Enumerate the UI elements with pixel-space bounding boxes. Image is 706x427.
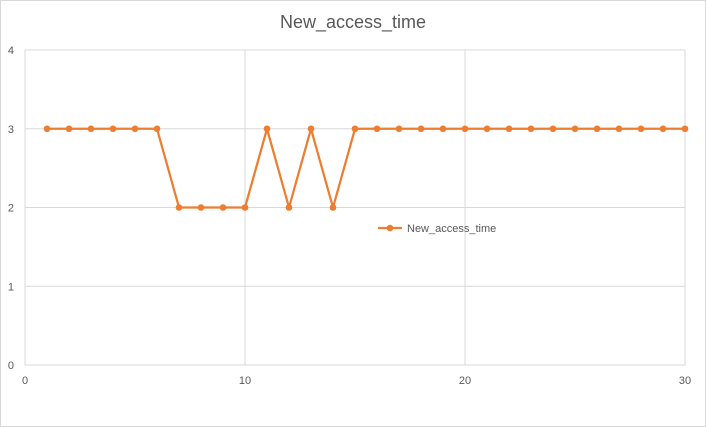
data-point [285,204,293,211]
data-point [131,125,139,133]
legend-label: New_access_time [407,223,496,235]
y-tick-label: 3 [8,124,14,136]
data-point [263,125,271,133]
x-tick-label: 20 [459,375,471,387]
data-point [351,125,359,133]
data-point [395,125,403,133]
data-point [483,125,491,133]
data-point [571,125,579,133]
chart-title: New_access_time [279,12,427,32]
data-point [219,204,227,211]
x-tick-label: 0 [22,375,28,387]
legend: New_access_time [378,223,496,235]
y-tick-label: 0 [8,360,14,372]
y-tick-label: 1 [8,281,14,293]
data-point [175,204,183,211]
x-tick-label: 30 [679,375,691,387]
y-tick-label: 4 [8,45,14,57]
data-point [659,125,667,133]
data-point [373,125,381,133]
data-point [615,125,623,133]
data-point [593,125,601,133]
series-line [47,127,685,209]
data-point [307,125,315,133]
data-point [241,204,249,211]
data-point [637,125,645,133]
data-point [549,125,557,133]
x-tick-label: 10 [239,375,251,387]
data-point [461,125,469,133]
data-point [65,125,73,133]
data-point [197,204,205,211]
series-layer [43,125,689,211]
data-point [109,125,117,133]
data-point [681,125,689,133]
tick-labels: 0 1 2 3 4 0 10 20 30 [8,45,691,387]
data-point [153,125,161,133]
data-point [87,125,95,133]
data-point [417,125,425,133]
legend-marker [386,224,394,232]
data-point [505,125,513,133]
data-point [43,125,51,133]
data-point [527,125,535,133]
y-tick-label: 2 [8,203,14,215]
data-point [329,204,337,211]
data-point [439,125,447,133]
grid-lines [24,49,686,366]
